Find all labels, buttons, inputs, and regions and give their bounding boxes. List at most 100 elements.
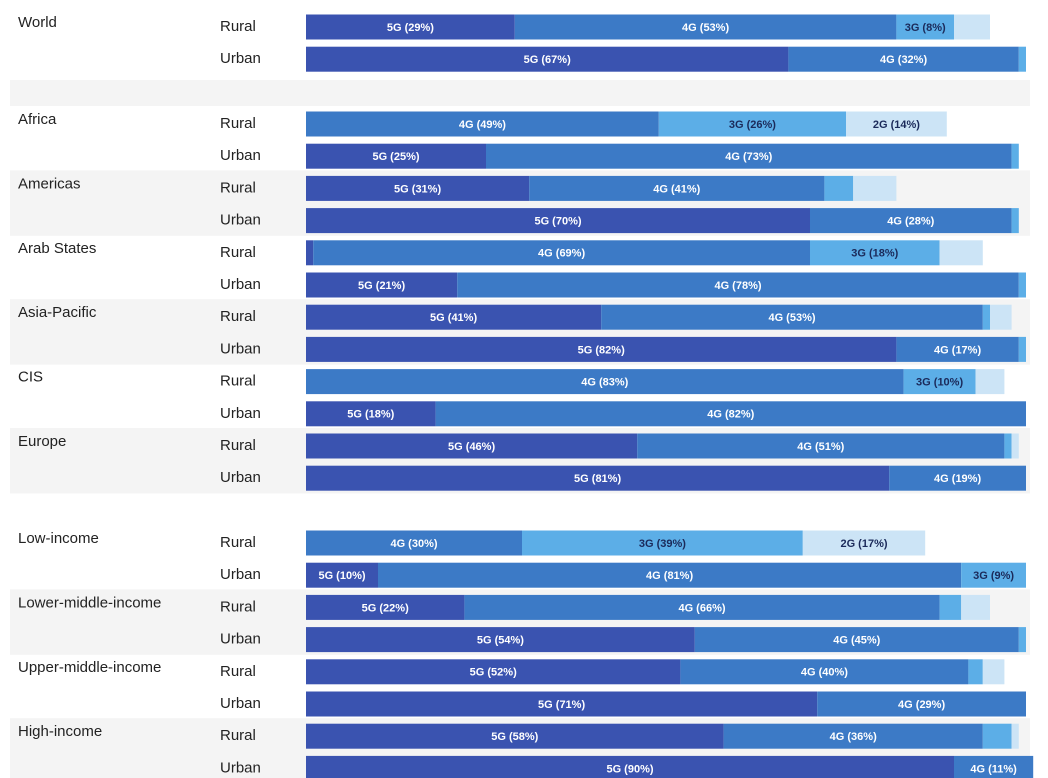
value-label: 3G (9%) — [973, 570, 1014, 582]
bar-segment — [961, 562, 1026, 588]
value-label: 5G (25%) — [372, 151, 419, 163]
bar-segment — [306, 46, 789, 72]
bar-segment — [306, 208, 810, 234]
bar-segment — [954, 755, 1034, 778]
bar-segment — [464, 594, 940, 620]
group-label: World — [18, 14, 57, 31]
row-label: Rural — [220, 534, 256, 551]
bar-segment — [306, 369, 904, 395]
row-label: Rural — [220, 598, 256, 615]
bar-segment — [1011, 433, 1019, 459]
value-label: 4G (17%) — [934, 344, 981, 356]
group-label: Americas — [18, 175, 81, 192]
value-label: 4G (53%) — [682, 22, 729, 34]
bar-segment — [1018, 272, 1026, 298]
bar-segment — [306, 627, 695, 653]
row-label: Rural — [220, 244, 256, 261]
bar-segment — [1004, 433, 1012, 459]
value-label: 4G (19%) — [934, 473, 981, 485]
bar-segment — [889, 465, 1026, 491]
bar-segment — [1011, 723, 1019, 749]
group-label: Africa — [18, 111, 57, 128]
bar-segment — [810, 208, 1012, 234]
row-label: Rural — [220, 115, 256, 132]
value-label: 4G (73%) — [725, 151, 772, 163]
value-label: 5G (52%) — [470, 667, 517, 679]
bar-segment — [1018, 46, 1026, 72]
value-label: 5G (90%) — [606, 763, 653, 775]
bar-segment — [954, 14, 990, 40]
value-label: 5G (82%) — [578, 344, 625, 356]
bar-segment — [306, 304, 602, 330]
bar-segment — [637, 433, 1005, 459]
bar-segment — [306, 175, 530, 201]
group-label: Europe — [18, 433, 66, 450]
section-gap — [10, 80, 1030, 106]
row-label: Urban — [220, 695, 261, 712]
value-label: 3G (39%) — [639, 538, 686, 550]
bar-segment — [306, 433, 638, 459]
bar-segment — [306, 336, 897, 362]
bar-segment — [306, 143, 486, 169]
bar-segment — [306, 594, 465, 620]
value-label: 5G (22%) — [362, 602, 409, 614]
value-label: 2G (14%) — [873, 119, 920, 131]
value-label: 5G (41%) — [430, 312, 477, 324]
row-label: Urban — [220, 340, 261, 357]
bar-segment — [975, 369, 1005, 395]
bar-segment — [896, 336, 1019, 362]
row-label: Rural — [220, 727, 256, 744]
row-label: Rural — [220, 437, 256, 454]
bar-segment — [514, 14, 897, 40]
row-label: Urban — [220, 276, 261, 293]
bar-segment — [601, 304, 983, 330]
bar-segment — [968, 659, 983, 685]
row-label: Rural — [220, 308, 256, 325]
bar-segment — [723, 723, 983, 749]
value-label: 5G (81%) — [574, 473, 621, 485]
bar-segment — [306, 111, 659, 137]
bar-segment — [903, 369, 976, 395]
bar-segment — [680, 659, 969, 685]
group-label: Arab States — [18, 240, 96, 257]
bar-segment — [306, 401, 436, 427]
row-label: Urban — [220, 566, 261, 583]
bar-segment — [306, 530, 522, 556]
group-label: Low-income — [18, 530, 99, 547]
value-label: 4G (53%) — [768, 312, 815, 324]
value-label: 4G (30%) — [390, 538, 437, 550]
bar-segment — [486, 143, 1012, 169]
bar-segment — [306, 240, 314, 266]
bar-segment — [306, 272, 458, 298]
value-label: 3G (26%) — [729, 119, 776, 131]
value-label: 4G (81%) — [646, 570, 693, 582]
bar-segment — [522, 530, 803, 556]
row-label: Urban — [220, 212, 261, 229]
row-label: Urban — [220, 631, 261, 648]
value-label: 5G (71%) — [538, 699, 585, 711]
value-label: 5G (46%) — [448, 441, 495, 453]
value-label: 5G (21%) — [358, 280, 405, 292]
value-label: 4G (36%) — [830, 731, 877, 743]
bar-segment — [982, 723, 1012, 749]
bar-segment — [306, 14, 515, 40]
bar-segment — [306, 723, 724, 749]
row-label: Rural — [220, 663, 256, 680]
bar-segment — [896, 14, 954, 40]
bar-segment — [788, 46, 1019, 72]
bar-segment — [846, 111, 947, 137]
value-label: 4G (51%) — [797, 441, 844, 453]
value-label: 3G (8%) — [905, 22, 946, 34]
bar-segment — [802, 530, 926, 556]
value-label: 4G (49%) — [459, 119, 506, 131]
row-label: Urban — [220, 50, 261, 67]
bar-segment — [853, 175, 897, 201]
value-label: 2G (17%) — [840, 538, 887, 550]
value-label: 5G (10%) — [318, 570, 365, 582]
bar-segment — [1018, 336, 1026, 362]
row-label: Urban — [220, 759, 261, 776]
bar-segment — [982, 304, 990, 330]
value-label: 4G (40%) — [801, 667, 848, 679]
value-label: 4G (66%) — [678, 602, 725, 614]
